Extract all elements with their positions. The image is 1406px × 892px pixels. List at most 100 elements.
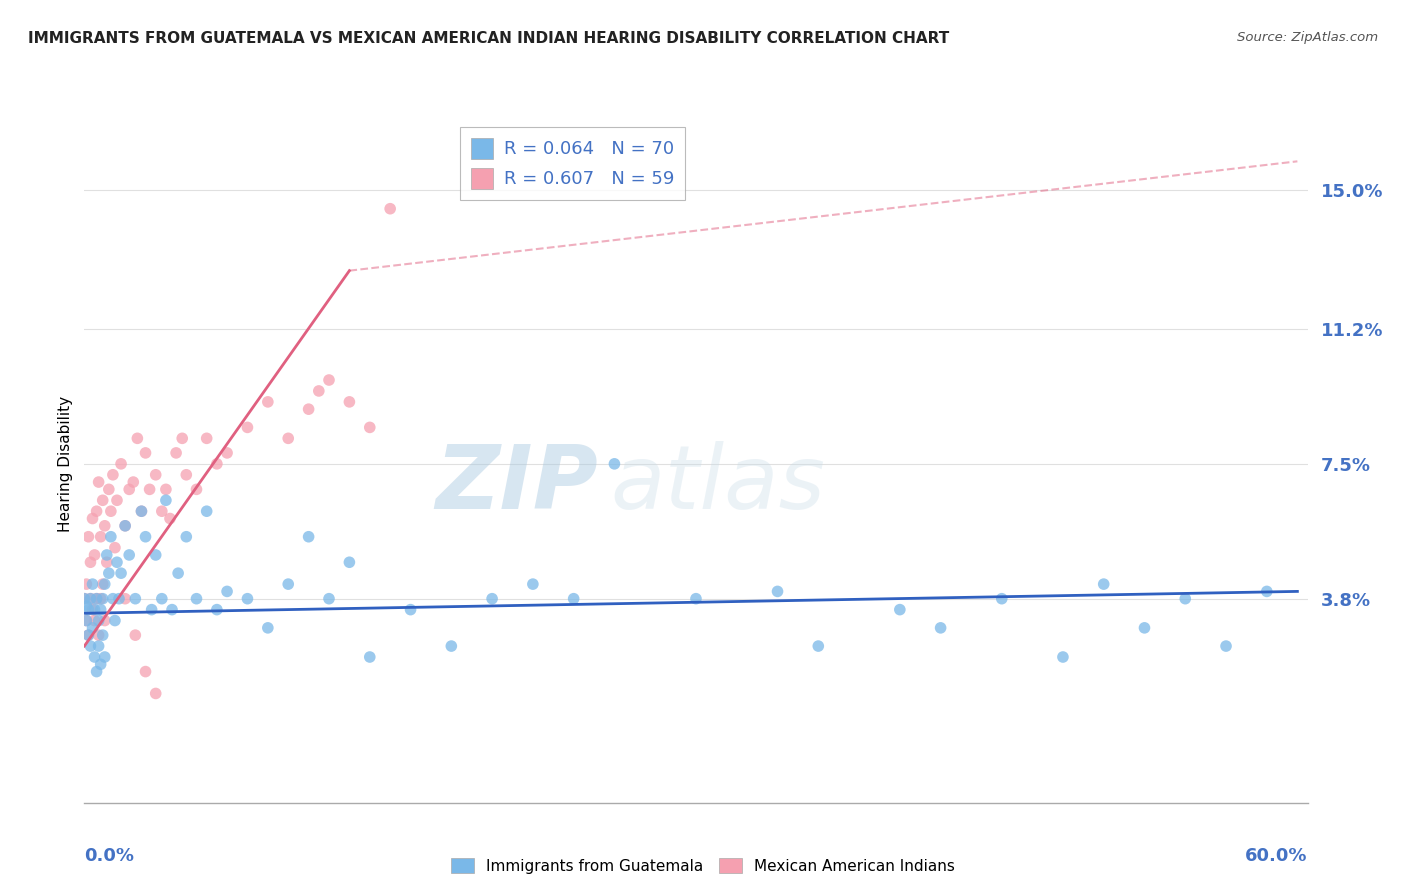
Point [131,504,153,518]
Point [807,639,830,653]
Point [77,602,100,616]
Point [135,446,157,460]
Point [1092,577,1115,591]
Point [1174,591,1197,606]
Point [236,420,259,434]
Point [87,614,110,628]
Point [155,493,177,508]
Point [1256,584,1278,599]
Point [1133,621,1156,635]
Legend: R = 0.064   N = 70, R = 0.607   N = 59: R = 0.064 N = 70, R = 0.607 N = 59 [460,128,685,200]
Text: 60.0%: 60.0% [1246,847,1308,865]
Point [96,555,118,569]
Point [135,665,157,679]
Point [87,475,110,489]
Point [277,431,299,445]
Point [298,530,321,544]
Point [90,602,112,616]
Point [93,577,117,591]
Point [205,457,228,471]
Point [101,591,124,606]
Point [1215,639,1237,653]
Point [91,493,114,508]
Point [127,431,149,445]
Point [562,591,585,606]
Text: atlas: atlas [610,442,825,527]
Point [91,628,114,642]
Point [277,577,299,591]
Point [73,591,96,606]
Point [380,202,402,216]
Point [82,511,104,525]
Point [1052,650,1074,665]
Point [481,591,503,606]
Point [308,384,330,398]
Text: Source: ZipAtlas.com: Source: ZipAtlas.com [1237,31,1378,45]
Point [195,431,218,445]
Point [77,628,100,642]
Point [87,639,110,653]
Point [83,650,105,665]
Point [195,504,218,518]
Text: ZIP: ZIP [436,441,598,528]
Point [83,602,105,616]
Point [359,420,381,434]
Point [93,650,117,665]
Point [160,602,183,616]
Point [145,686,167,700]
Point [101,467,124,482]
Point [79,555,101,569]
Point [108,591,131,606]
Point [138,483,160,497]
Text: IMMIGRANTS FROM GUATEMALA VS MEXICAN AMERICAN INDIAN HEARING DISABILITY CORRELAT: IMMIGRANTS FROM GUATEMALA VS MEXICAN AME… [28,31,949,46]
Point [991,591,1014,606]
Point [91,577,114,591]
Point [150,591,173,606]
Point [73,591,96,606]
Point [186,591,208,606]
Point [766,584,789,599]
Point [298,402,321,417]
Point [75,614,97,628]
Point [86,665,108,679]
Point [118,548,141,562]
Point [167,566,190,581]
Point [110,566,132,581]
Point [236,591,259,606]
Legend: Immigrants from Guatemala, Mexican American Indians: Immigrants from Guatemala, Mexican Ameri… [446,852,960,880]
Point [124,591,146,606]
Point [339,395,361,409]
Point [176,530,198,544]
Point [91,591,114,606]
Point [86,591,108,606]
Point [172,431,194,445]
Point [155,483,177,497]
Point [217,584,239,599]
Point [135,530,157,544]
Point [105,493,128,508]
Point [440,639,463,653]
Point [145,548,167,562]
Point [399,602,422,616]
Point [87,628,110,642]
Point [603,457,626,471]
Point [110,457,132,471]
Point [257,621,280,635]
Point [522,577,544,591]
Point [145,467,167,482]
Point [96,548,118,562]
Point [97,566,120,581]
Point [141,602,163,616]
Point [86,504,108,518]
Point [82,621,104,635]
Point [105,555,128,569]
Point [104,614,127,628]
Point [79,591,101,606]
Point [82,602,104,616]
Point [75,577,97,591]
Point [131,504,153,518]
Point [93,614,117,628]
Point [318,373,340,387]
Point [205,602,228,616]
Point [83,548,105,562]
